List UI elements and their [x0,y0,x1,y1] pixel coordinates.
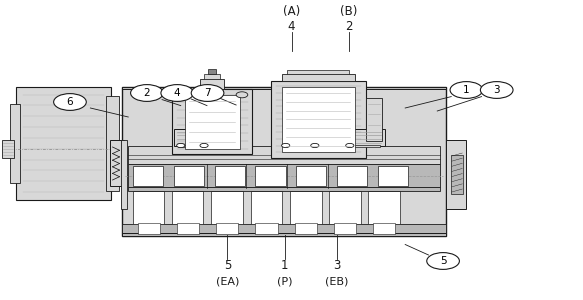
Circle shape [346,143,354,148]
Text: 3: 3 [493,85,500,95]
Bar [122,87,446,89]
Bar [378,166,408,186]
Bar [208,69,216,74]
Bar [138,223,160,234]
Bar [128,146,440,164]
Bar [215,166,245,186]
Text: 4: 4 [288,20,295,33]
Bar [451,154,463,194]
Circle shape [450,82,483,98]
Bar [133,166,163,186]
Text: (EA): (EA) [216,277,239,287]
Bar [287,70,349,74]
Bar [255,166,286,186]
Bar [337,166,367,186]
Circle shape [131,85,163,101]
Bar [172,191,203,224]
Bar [177,223,199,234]
Bar [110,140,124,186]
Text: 1: 1 [281,259,288,272]
Bar [2,140,14,158]
Bar [216,223,238,234]
Text: (A): (A) [283,5,300,19]
Text: 3: 3 [333,259,340,272]
Bar [366,98,382,141]
Circle shape [311,143,319,148]
Bar [172,89,252,154]
Bar [204,74,220,79]
Bar [326,129,385,146]
Bar [106,96,119,190]
Text: 5: 5 [224,259,231,272]
Bar [290,191,322,224]
Circle shape [200,143,208,148]
Text: (B): (B) [340,5,357,19]
Bar [122,224,446,236]
Bar [296,166,326,186]
Circle shape [191,85,224,101]
Text: 4: 4 [174,88,181,98]
Circle shape [54,94,86,110]
Bar [128,187,440,191]
Bar [178,145,227,147]
Bar [373,223,395,234]
Bar [271,81,366,158]
Circle shape [161,85,194,101]
Bar [133,191,164,224]
Circle shape [173,92,185,98]
Bar [122,233,446,236]
Text: (EB): (EB) [325,277,349,287]
Circle shape [236,92,248,98]
Bar [295,223,317,234]
Circle shape [282,143,290,148]
Circle shape [177,143,185,148]
Text: 2: 2 [143,88,150,98]
Text: (P): (P) [277,277,292,287]
Bar [251,191,282,224]
Bar [255,223,278,234]
Text: 7: 7 [204,88,211,98]
Bar [446,140,466,208]
Text: 6: 6 [66,97,73,107]
Bar [282,87,355,152]
Bar [16,87,111,200]
Bar [174,129,232,146]
Circle shape [427,253,459,269]
Bar [368,191,400,224]
Text: 1: 1 [463,85,470,95]
Circle shape [480,82,513,98]
Bar [174,166,204,186]
Bar [211,191,243,224]
Bar [122,87,446,236]
Bar [121,140,127,208]
Bar [128,164,440,187]
Text: 2: 2 [345,20,352,33]
Bar [282,74,355,81]
Bar [329,191,361,224]
Bar [331,145,380,147]
Bar [10,103,20,183]
Text: 5: 5 [440,256,447,266]
Bar [185,95,240,148]
Bar [334,223,356,234]
Bar [200,79,224,89]
